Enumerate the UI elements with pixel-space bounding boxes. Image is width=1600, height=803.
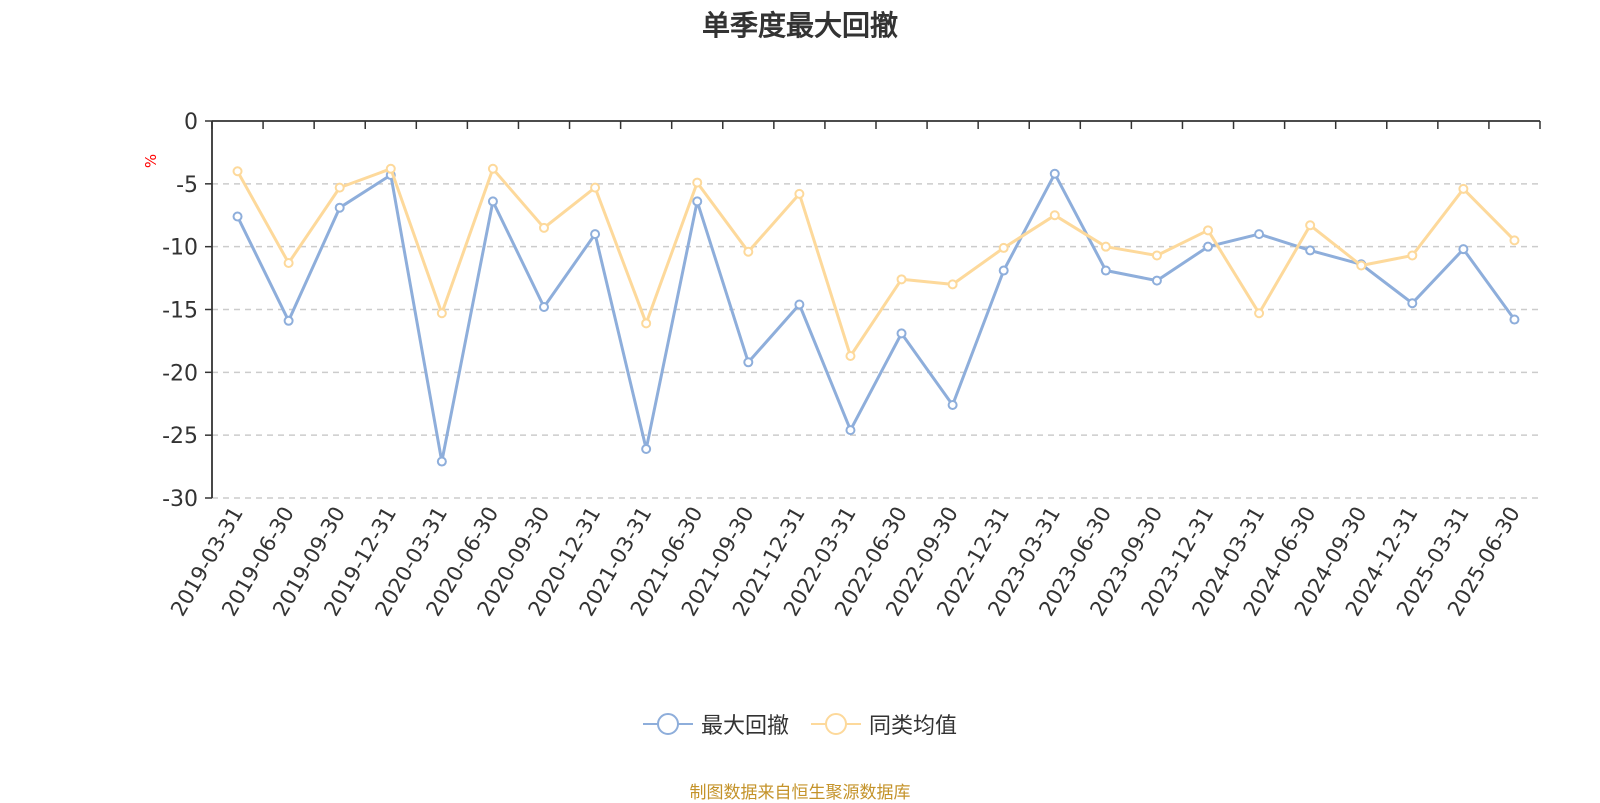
data-point <box>947 279 958 290</box>
chart-title: 单季度最大回撤 <box>701 9 898 42</box>
data-point <box>1509 235 1520 246</box>
data-point <box>539 222 549 233</box>
data-point <box>794 188 805 199</box>
source-note: 制图数据来自恒生聚源数据库 <box>689 783 911 803</box>
data-point <box>845 425 856 436</box>
data-point <box>232 166 243 177</box>
y-tick-label: -30 <box>162 487 198 512</box>
series <box>232 163 1520 467</box>
data-point <box>641 443 652 454</box>
data-point <box>1254 308 1265 319</box>
data-point <box>590 182 601 193</box>
legend-item-max-drawdown[interactable]: 最大回撤 <box>642 708 789 740</box>
y-tick-label: -15 <box>162 299 198 324</box>
data-point <box>1151 250 1162 261</box>
data-point <box>896 274 907 285</box>
data-point <box>743 246 754 257</box>
data-point <box>385 163 396 174</box>
data-point <box>947 400 958 411</box>
data-point <box>1203 241 1213 252</box>
data-point <box>1049 168 1060 179</box>
data-point <box>436 456 447 467</box>
data-point <box>998 242 1009 253</box>
data-point <box>845 350 856 361</box>
data-point <box>1203 225 1213 236</box>
data-point <box>334 182 345 193</box>
legend-label: 最大回撤 <box>700 714 789 739</box>
data-point <box>283 315 294 326</box>
data-point <box>232 211 243 222</box>
y-tick-label: 0 <box>184 110 198 135</box>
legend-item-peer-average[interactable]: 同类均值 <box>811 708 957 740</box>
data-point <box>487 196 498 207</box>
y-axis-unit-label: % <box>142 154 160 168</box>
legend-label: 同类均值 <box>869 714 958 739</box>
data-point <box>1100 241 1111 252</box>
data-point <box>1407 298 1418 309</box>
data-point <box>487 163 498 174</box>
y-tick-labels: 0 -5 -10 -15 -20 -25 -30 <box>162 110 198 512</box>
series-1 <box>232 168 1520 467</box>
data-point <box>1151 275 1162 286</box>
data-point <box>692 196 703 207</box>
legend-line-icon <box>811 713 861 735</box>
data-point <box>998 265 1009 276</box>
data-point <box>794 299 805 310</box>
data-point <box>1305 245 1316 256</box>
axes <box>205 120 1541 499</box>
data-point <box>1305 220 1316 231</box>
legend: 最大回撤 同类均值 <box>0 706 1600 742</box>
y-tick-label: -5 <box>176 173 198 198</box>
x-tick-labels: 2019-03-312019-06-302019-09-302019-12-31… <box>166 503 1525 621</box>
data-point <box>1356 260 1367 271</box>
data-point <box>539 301 549 312</box>
data-point <box>590 229 601 240</box>
data-point <box>436 308 447 319</box>
series-line <box>236 172 1516 464</box>
y-tick-label: -25 <box>162 424 198 449</box>
y-tick-label: -20 <box>162 361 198 386</box>
y-tick-label: -10 <box>162 236 198 261</box>
data-point <box>641 318 652 329</box>
data-point <box>1049 210 1060 221</box>
series-line <box>236 167 1516 358</box>
data-point <box>692 177 703 188</box>
data-point <box>1458 244 1469 255</box>
data-point <box>1254 229 1265 240</box>
series-2 <box>232 163 1520 361</box>
data-point <box>283 258 294 269</box>
data-point <box>1407 250 1418 261</box>
data-point <box>743 357 754 368</box>
data-point <box>896 328 907 339</box>
data-point <box>1100 265 1111 276</box>
legend-line-icon <box>642 713 693 735</box>
data-point <box>1458 183 1469 194</box>
grid-lines <box>212 183 1540 499</box>
data-point <box>1509 314 1520 325</box>
data-point <box>334 202 345 213</box>
